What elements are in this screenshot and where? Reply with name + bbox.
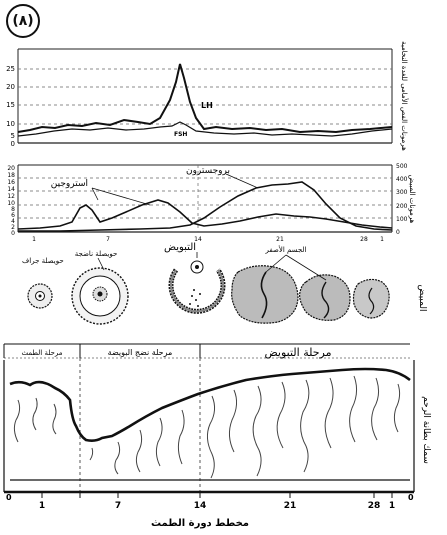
bottom-y-tick-left: 14 [7, 186, 15, 193]
ovary-stages: التبويض حويصلة جراف حويصلة ناضجة الجسم ا… [22, 242, 427, 325]
bottom-x-tick: 14 [194, 236, 202, 243]
top-y-tick: 10 [6, 120, 15, 128]
fsh-label: FSH [174, 131, 187, 138]
ovarian-side-label: هرمونات المبيض [408, 175, 416, 224]
endometrial-glands [13, 375, 401, 479]
progesterone-label: بروجسترون [186, 166, 230, 176]
estrogen-curve [17, 199, 393, 230]
progesterone-curve [18, 181, 393, 232]
primary-follicle [27, 283, 53, 309]
uterus-x-tick: 28 [368, 501, 381, 511]
uterine-side-label: سمك بطانة الرحم [421, 396, 431, 464]
top-y-tick: 20 [6, 83, 15, 91]
top-y-tick: 0 [11, 140, 15, 148]
uterine-lining-panel: مرحلة الطمث مرحلة نضج البويضة مرحلة التب… [3, 343, 431, 529]
uterus-x-tick: 1 [39, 501, 45, 511]
bottom-y-tick-left: 0 [11, 230, 15, 237]
fsh-curve [17, 121, 393, 137]
diagram-caption: مخطط دورة الطمث [151, 518, 249, 529]
bottom-y-tick-left: 16 [7, 179, 15, 186]
bottom-y-tick-left: 4 [11, 218, 15, 225]
bottom-x-tick: 21 [276, 236, 284, 243]
bottom-y-tick-right: 0 [396, 229, 400, 236]
ovulation-label: التبويض [164, 242, 196, 253]
bottom-x-tick: 1 [32, 236, 36, 243]
bottom-y-tick-left: 12 [7, 193, 15, 200]
ovarian-hormone-panel: 20 18 16 14 12 10 8 6 4 2 0 500 400 300 … [7, 163, 416, 243]
uterus-x-tick: 7 [115, 501, 121, 511]
uterus-x-tick: 14 [194, 501, 207, 511]
figure-number-badge: (٨) [6, 4, 40, 38]
graafian-follicle-label: حويصلة جراف [22, 257, 64, 265]
corpus-luteum-large [231, 265, 299, 324]
corpus-luteum-small [352, 278, 390, 319]
bottom-y-tick-right: 500 [396, 163, 408, 170]
bottom-y-tick-left: 20 [7, 165, 15, 172]
uterus-x-tick: 21 [284, 501, 297, 511]
bottom-y-tick-right: 400 [396, 176, 408, 183]
estrogen-pointer [91, 187, 151, 206]
bottom-y-tick-left: 8 [11, 206, 15, 213]
mature-follicle [71, 257, 129, 325]
pituitary-hormone-panel: 25 20 15 10 5 0 LH FSH هرمونات الفص الأم… [6, 41, 409, 151]
endometrium-surface [9, 367, 411, 442]
bottom-y-tick-right: 100 [396, 216, 408, 223]
menstruation-phase-label: مرحلة الطمث [22, 349, 63, 357]
bottom-y-tick-right: 200 [396, 203, 408, 210]
uterus-x-zero: 0 [6, 493, 12, 502]
uterus-x-tick: 1 [389, 501, 395, 511]
pituitary-side-label: هرمونات الفص الأمامى للغدة النخامية [400, 41, 409, 151]
top-y-tick: 25 [6, 65, 15, 73]
top-y-tick: 5 [11, 132, 15, 140]
bottom-y-tick-left: 10 [7, 200, 15, 207]
bottom-y-tick-left: 18 [7, 172, 15, 179]
bottom-y-tick-left: 2 [11, 224, 15, 231]
maturation-phase-label: مرحلة نضج البويضة [108, 348, 173, 357]
top-y-tick: 15 [6, 101, 15, 109]
progesterone-pointer [225, 173, 259, 189]
lh-label: LH [201, 101, 213, 110]
uterus-x-zero-end: 0 [408, 493, 414, 502]
ruptured-follicle [168, 252, 226, 314]
ovary-side-label: المبيض [417, 285, 427, 312]
corpus-pointer [265, 254, 287, 273]
lh-curve [17, 63, 393, 134]
estrogen-label: استروجين [51, 179, 88, 189]
ovulation-phase-label: مرحلة التبويض [264, 346, 331, 359]
estrogen-pointer [91, 187, 99, 201]
corpus-luteum-label: الجسم الأصفر [264, 245, 306, 254]
bottom-y-tick-left: 6 [11, 212, 15, 219]
corpus-luteum-medium [299, 274, 351, 321]
bottom-x-tick: 1 [380, 236, 384, 243]
mature-follicle-label: حويصلة ناضجة [75, 250, 118, 258]
bottom-x-tick: 7 [106, 236, 110, 243]
bottom-y-tick-right: 300 [396, 189, 408, 196]
corpus-pointer [285, 254, 327, 281]
bottom-x-tick: 28 [360, 236, 368, 243]
